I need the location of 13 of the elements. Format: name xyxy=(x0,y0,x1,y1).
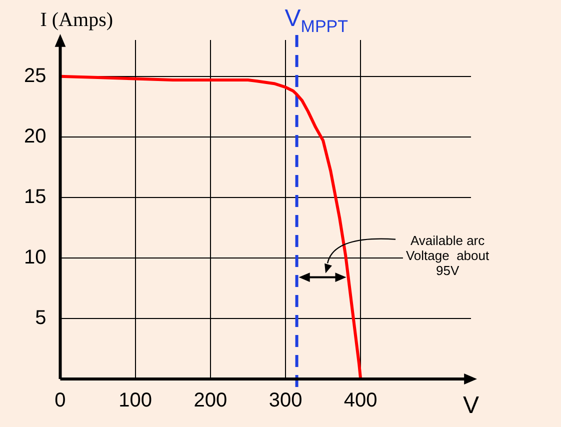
y-axis-title: I (Amps) xyxy=(40,9,114,31)
x-tick-label: 200 xyxy=(194,390,228,412)
y-tick-label: 5 xyxy=(35,306,46,329)
y-tick-label: 25 xyxy=(24,64,46,87)
y-tick-label: 20 xyxy=(24,125,46,148)
y-tick-label: 15 xyxy=(24,186,46,208)
x-tick-label: 0 xyxy=(54,390,66,412)
x-tick-label: 100 xyxy=(118,390,152,412)
x-axis-title: V xyxy=(463,392,480,419)
x-tick-label: 300 xyxy=(268,390,302,412)
y-tick-label: 10 xyxy=(24,246,46,268)
x-tick-label: 400 xyxy=(344,390,378,412)
annotation: Available arc Voltage about 95V xyxy=(406,232,490,278)
